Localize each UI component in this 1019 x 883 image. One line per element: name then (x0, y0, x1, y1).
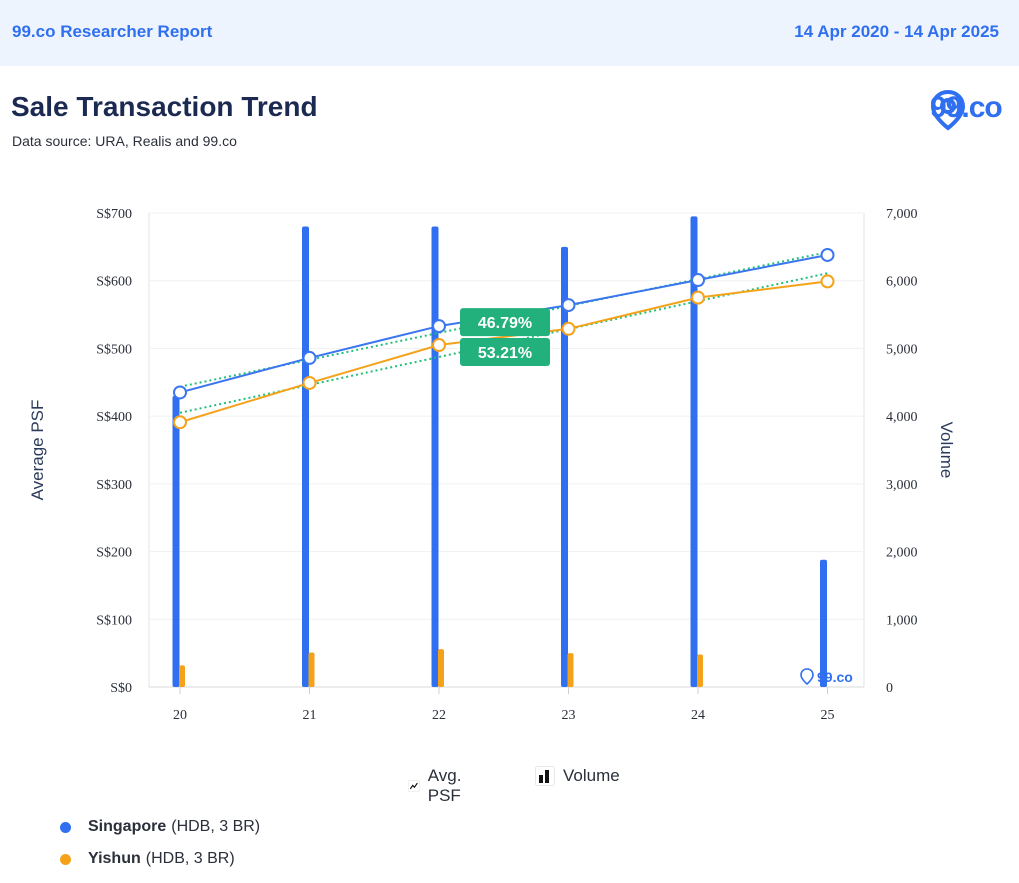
volume-bar (561, 246, 568, 687)
percentage-label: 46.79% (478, 315, 532, 332)
singapore-dot-icon (60, 821, 71, 833)
avg-psf-point (561, 321, 576, 336)
report-header-bar: 99.co Researcher Report 14 Apr 2020 - 14… (0, 0, 1019, 66)
x-tick-label: 22 (432, 708, 446, 723)
series-legend-yishun: Yishun (HDB, 3 BR) (60, 850, 235, 868)
x-tick-label: 24 (691, 708, 705, 723)
x-tick-label: 21 (303, 708, 317, 723)
y-tick-label: S$300 (96, 478, 132, 493)
volume-bar (179, 665, 185, 687)
y2-tick-label: 4,000 (886, 410, 918, 425)
y2-tick-label: 6,000 (886, 275, 918, 290)
percentage-label: 53.21% (478, 345, 532, 362)
avg-psf-point (432, 319, 446, 334)
y2-tick-label: 3,000 (886, 478, 918, 493)
legend-avg-psf-label: Avg. PSF (427, 766, 462, 805)
y-tick-label: S$200 (96, 546, 132, 561)
volume-bar (438, 649, 444, 687)
y2-tick-label: 2,000 (886, 546, 918, 561)
series-legend-singapore: Singapore (HDB, 3 BR) (60, 818, 260, 836)
volume-bar (431, 226, 439, 688)
y-tick-label: S$400 (96, 410, 132, 425)
avg-psf-point (820, 274, 835, 289)
volume-bar (302, 226, 309, 688)
x-tick-label: 23 (562, 708, 576, 723)
volume-bar (820, 559, 827, 687)
y-axis-title: Average PSF (28, 400, 47, 501)
avg-psf-point (691, 290, 705, 305)
data-source-note: Data source: URA, Realis and 99.co (12, 133, 237, 149)
report-name: 99.co Researcher Report (12, 22, 213, 41)
watermark-text: 99.co (817, 669, 853, 685)
bar-chart-icon (535, 766, 555, 786)
y2-tick-label: 7,000 (886, 207, 918, 222)
yishun-dot-icon (60, 853, 71, 865)
y2-tick-label: 1,000 (886, 613, 918, 628)
avg-psf-point (691, 273, 705, 288)
report-date-range: 14 Apr 2020 - 14 Apr 2025 (794, 22, 999, 41)
line-chart-icon (408, 780, 420, 792)
x-tick-label: 20 (173, 708, 187, 723)
avg-psf-point (302, 375, 317, 390)
watermark-pin-icon (800, 668, 814, 686)
percentage-badge (460, 338, 550, 367)
series-detail: (HDB, 3 BR) (171, 818, 261, 835)
y-tick-label: S$600 (96, 275, 132, 290)
avg-psf-point (561, 298, 576, 313)
x-tick-label: 25 (821, 708, 835, 723)
y2-axis-title: Volume (937, 422, 956, 479)
y2-tick-label: 0 (886, 681, 893, 696)
avg-psf-point (173, 415, 187, 430)
y-tick-label: S$0 (110, 681, 132, 696)
volume-bar (567, 653, 574, 687)
y-tick-label: S$500 (96, 342, 132, 357)
legend-volume-label: Volume (563, 766, 620, 785)
sale-transaction-chart: S$0 S$100 S$200 S$300 S$400 S$500 S$600 S$700 0 1… (28, 207, 956, 723)
series-name: Singapore (88, 818, 167, 835)
percentage-badge (460, 308, 550, 337)
volume-bar (308, 652, 315, 687)
legend-volume[interactable]: Volume (535, 766, 620, 786)
avg-psf-line (179, 280, 828, 424)
series-detail: (HDB, 3 BR) (145, 850, 235, 867)
volume-bar (697, 654, 703, 687)
y-tick-label: S$700 (96, 207, 132, 222)
page-title: Sale Transaction Trend (11, 91, 318, 122)
legend-avg-psf[interactable]: Avg. PSF (408, 766, 470, 806)
y-tick-label: S$100 (96, 613, 132, 628)
series-name: Yishun (88, 850, 141, 867)
brand-logo-text: 99.co (930, 91, 1003, 124)
avg-psf-point (820, 247, 835, 262)
brand-pin-icon (930, 89, 966, 131)
y2-tick-label: 5,000 (886, 342, 918, 357)
avg-psf-point (302, 350, 317, 365)
avg-psf-point (173, 385, 187, 400)
volume-bar (172, 395, 180, 687)
volume-bar (690, 216, 698, 687)
avg-psf-point (432, 338, 446, 353)
